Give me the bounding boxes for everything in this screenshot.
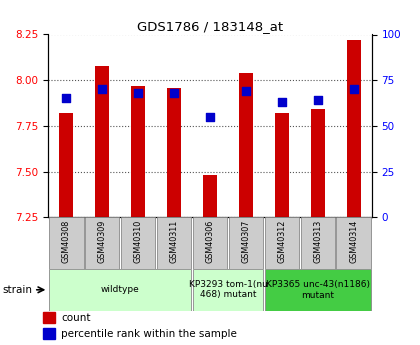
Bar <box>85 217 119 269</box>
Bar <box>43 312 55 323</box>
Text: GSM40308: GSM40308 <box>62 220 71 263</box>
Title: GDS1786 / 183148_at: GDS1786 / 183148_at <box>137 20 283 33</box>
Bar <box>311 109 325 217</box>
Text: KP3293 tom-1(nu
468) mutant: KP3293 tom-1(nu 468) mutant <box>189 280 268 299</box>
Bar <box>336 217 371 269</box>
Bar <box>49 269 192 310</box>
Point <box>99 87 105 92</box>
Text: KP3365 unc-43(n1186)
mutant: KP3365 unc-43(n1186) mutant <box>266 280 370 299</box>
Bar <box>157 217 192 269</box>
Bar <box>131 86 145 217</box>
Text: GSM40313: GSM40313 <box>313 220 322 263</box>
Bar <box>95 66 109 217</box>
Text: GSM40314: GSM40314 <box>349 220 358 263</box>
Text: GSM40306: GSM40306 <box>205 220 215 263</box>
Bar <box>275 113 289 217</box>
Bar <box>193 269 263 310</box>
Bar <box>193 217 227 269</box>
Text: GSM40310: GSM40310 <box>134 220 143 263</box>
Point <box>207 114 213 120</box>
Bar <box>228 217 263 269</box>
Text: GSM40309: GSM40309 <box>98 220 107 263</box>
Point <box>243 88 249 94</box>
Text: count: count <box>61 313 91 323</box>
Bar <box>49 217 84 269</box>
Text: strain: strain <box>2 285 32 295</box>
Text: percentile rank within the sample: percentile rank within the sample <box>61 329 237 339</box>
Bar <box>59 113 74 217</box>
Point <box>350 87 357 92</box>
Bar <box>203 175 217 217</box>
Text: wildtype: wildtype <box>101 285 139 294</box>
Point <box>135 90 142 96</box>
Bar <box>121 217 155 269</box>
Bar <box>239 73 253 217</box>
Point <box>278 99 285 105</box>
Point <box>315 98 321 103</box>
Point <box>63 96 70 101</box>
Text: GSM40312: GSM40312 <box>277 220 286 263</box>
Text: GSM40307: GSM40307 <box>241 220 250 263</box>
Bar <box>301 217 335 269</box>
Bar <box>43 328 55 339</box>
Text: GSM40311: GSM40311 <box>170 220 178 263</box>
Bar <box>265 269 371 310</box>
Bar <box>167 88 181 217</box>
Point <box>171 90 177 96</box>
Bar <box>346 40 361 217</box>
Bar <box>265 217 299 269</box>
